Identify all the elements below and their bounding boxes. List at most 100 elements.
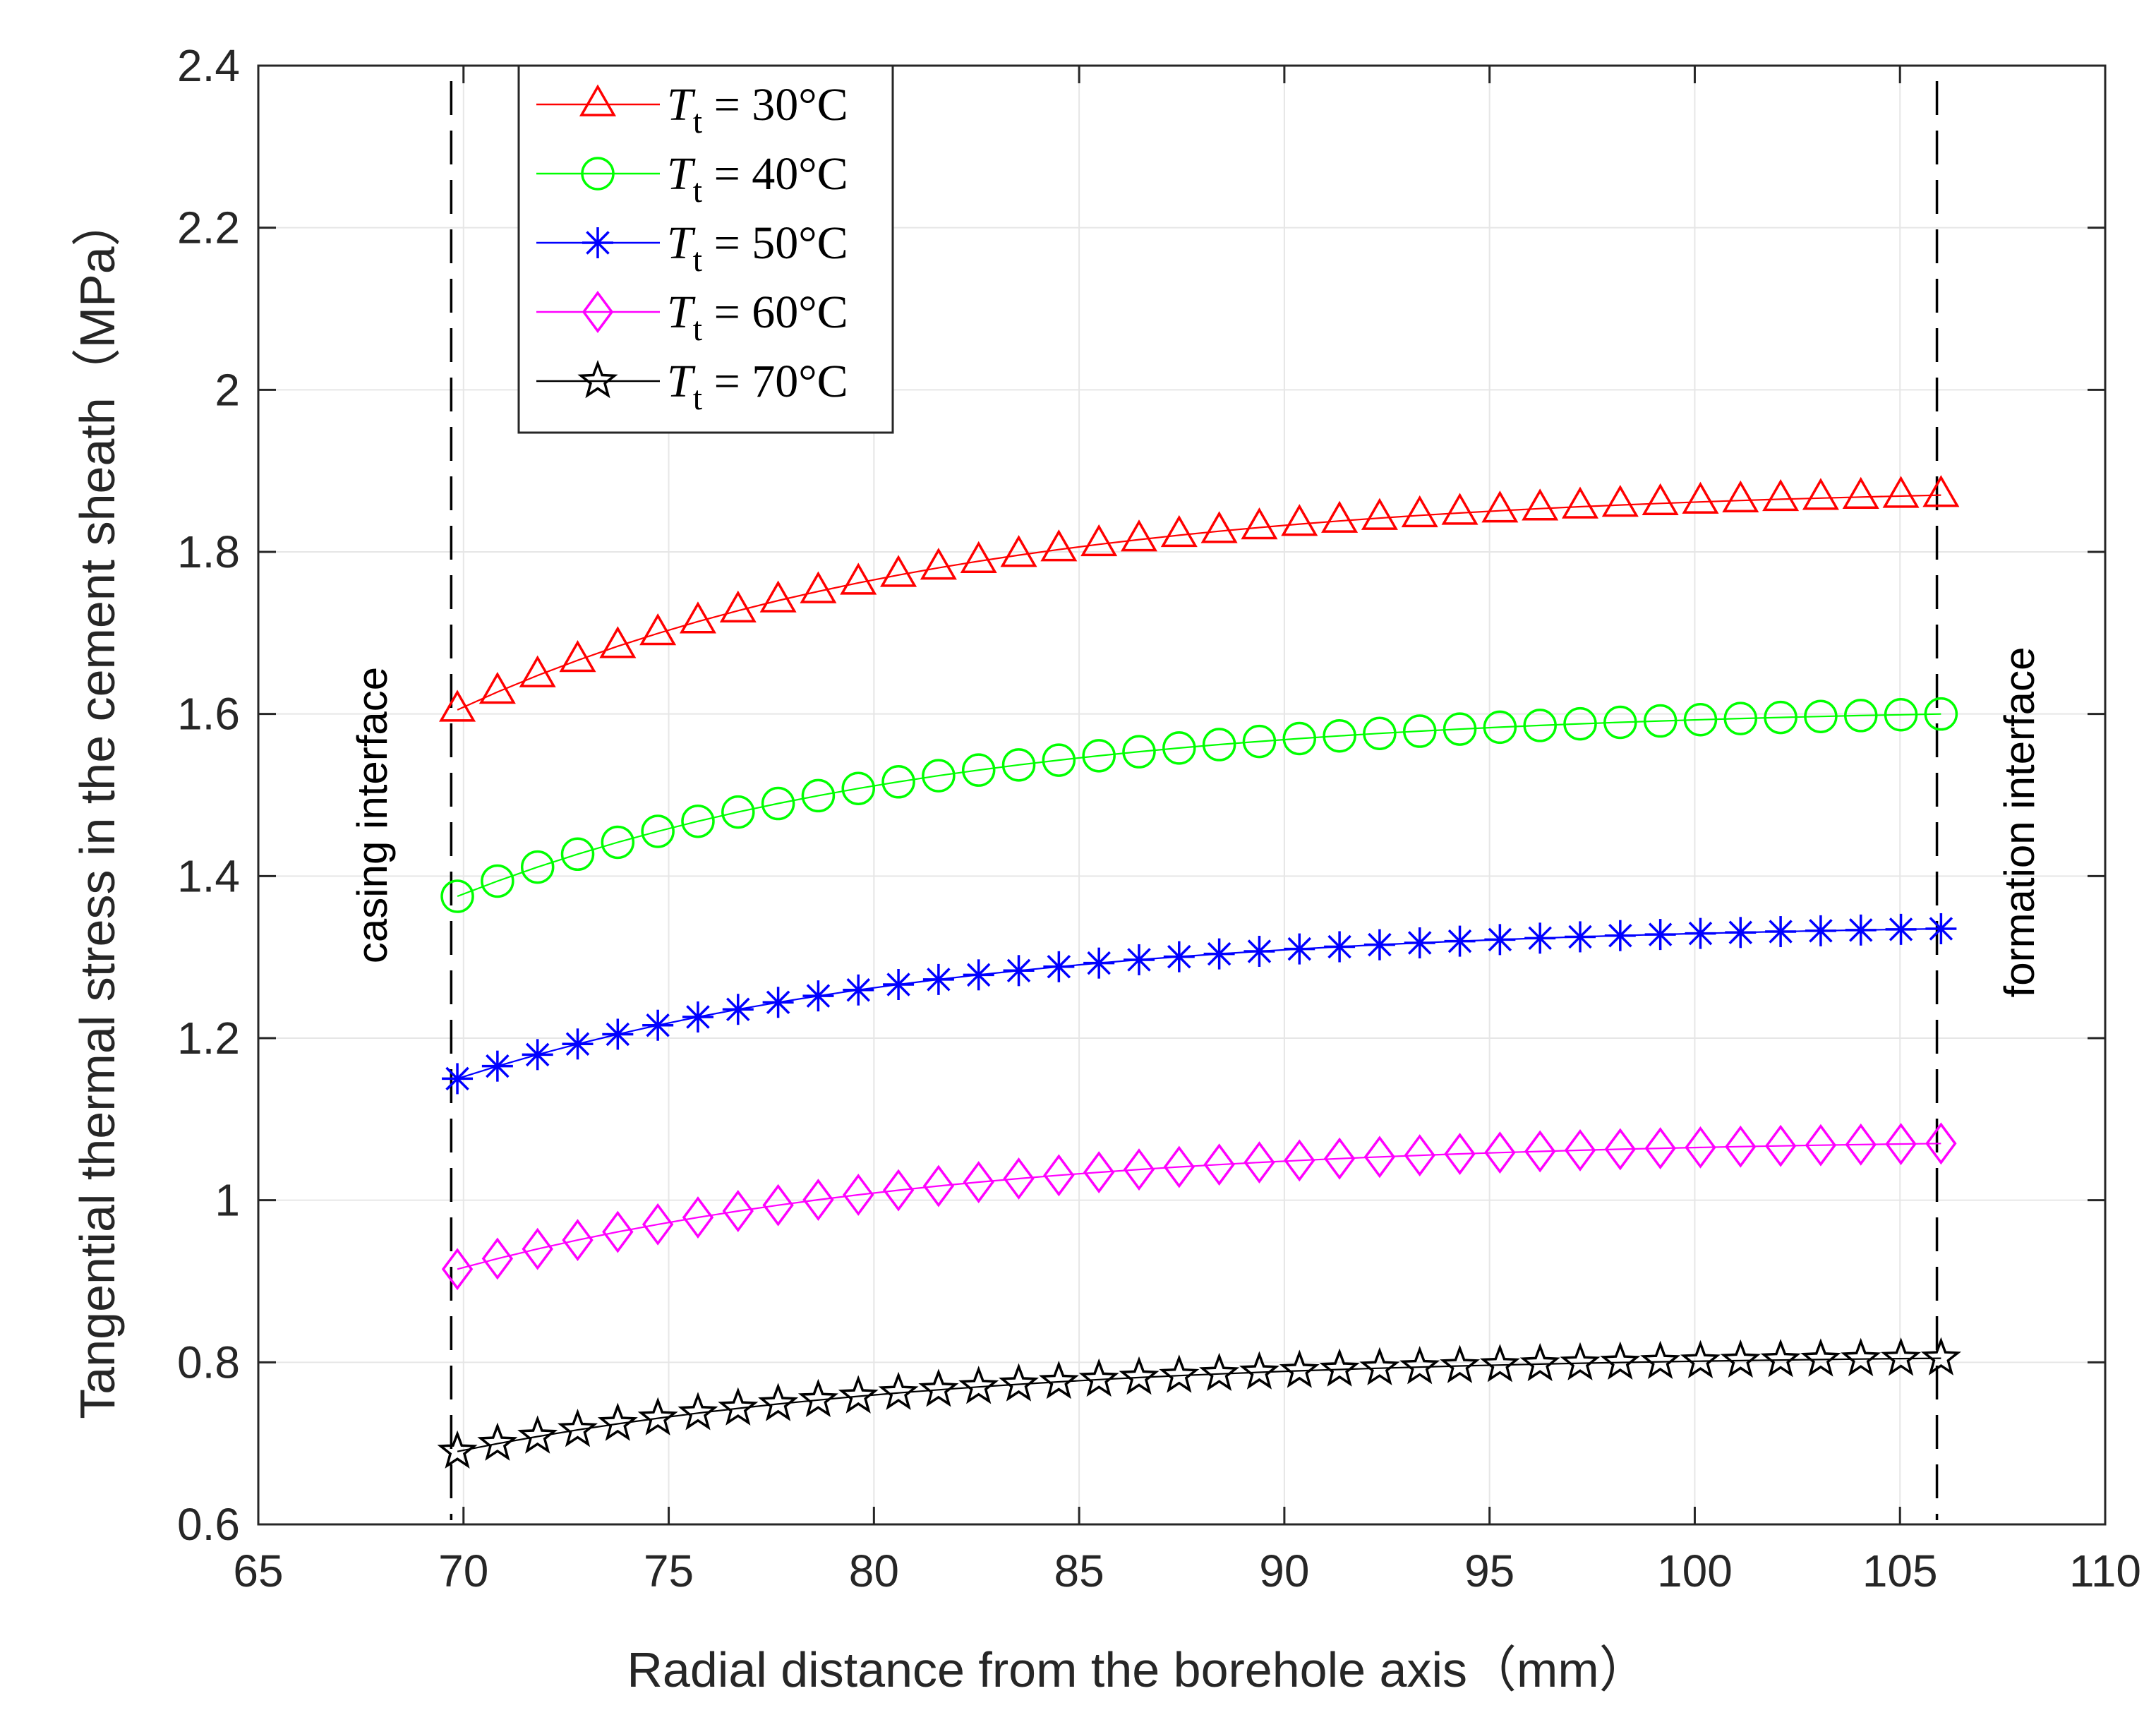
data-point: [1001, 748, 1036, 782]
data-point: [1560, 1342, 1601, 1380]
data-point: [557, 1409, 598, 1447]
data-point: [1200, 511, 1238, 543]
y-tick-label: 2.4: [177, 40, 240, 91]
data-point: [1404, 1134, 1435, 1177]
data-point: [439, 690, 476, 722]
data-point: [1802, 478, 1839, 510]
asterisk-stroke: [1769, 920, 1793, 944]
x-tick-label: 75: [644, 1546, 694, 1596]
data-point: [1404, 927, 1435, 959]
asterisk-stroke: [766, 990, 790, 1015]
asterisk-stroke: [846, 978, 870, 1002]
data-point: [1078, 1358, 1119, 1397]
data-point: [1683, 703, 1718, 737]
data-point: [1924, 697, 1958, 731]
data-point: [1682, 481, 1719, 514]
asterisk-stroke: [606, 1022, 630, 1047]
data-point: [1805, 1124, 1837, 1167]
asterisk-stroke: [1929, 917, 1953, 941]
data-point: [840, 562, 877, 595]
data-point: [1885, 913, 1917, 945]
asterisk-stroke: [806, 984, 831, 1008]
axes: 65 70 75 80 85 90 95 100 105 110 0.6 0.8 1 1.2 1.4 1.6 1…: [177, 40, 2141, 1596]
data-point: [440, 879, 474, 913]
data-point: [1163, 941, 1195, 973]
data-point: [1003, 1157, 1035, 1200]
data-point: [718, 1387, 759, 1426]
x-tick-label: 80: [849, 1546, 899, 1596]
asterisk-stroke: [927, 968, 951, 992]
data-point: [1561, 486, 1599, 519]
y-tick-label: 0.6: [177, 1499, 240, 1550]
asterisk-stroke: [1407, 931, 1432, 955]
data-point: [1043, 1154, 1075, 1197]
data-point: [1601, 485, 1639, 517]
legend-value: = 40°C: [702, 148, 848, 200]
legend-subscript: t: [693, 311, 703, 348]
data-point: [881, 765, 915, 799]
data-point: [719, 590, 757, 623]
axes-box: [257, 64, 2107, 1526]
data-point: [1199, 1352, 1240, 1392]
data-point: [602, 1018, 634, 1050]
data-point: [1603, 705, 1637, 740]
legend-symbol: T: [667, 217, 696, 269]
x-tick-label: 95: [1464, 1546, 1514, 1596]
data-point: [1842, 476, 1879, 510]
asterisk-stroke: [445, 1066, 469, 1091]
data-point: [958, 1366, 999, 1404]
data-point: [520, 850, 555, 884]
data-point: [682, 1196, 714, 1239]
x-tick-label: 70: [438, 1546, 488, 1596]
asterisk-stroke: [1087, 951, 1111, 975]
data-point: [963, 959, 994, 991]
data-point: [721, 795, 755, 829]
casing-interface-label: casing interface: [349, 667, 396, 963]
data-point: [1120, 519, 1158, 552]
data-point: [1043, 951, 1075, 982]
asterisk-stroke: [1127, 948, 1151, 972]
legend-label: Tt = 30°C: [667, 79, 848, 140]
x-axis-title: Radial distance from the borehole axis（m…: [627, 1642, 1648, 1697]
legend-symbol: T: [667, 148, 696, 200]
x-tick-label: 110: [2069, 1546, 2141, 1596]
data-point: [1321, 500, 1359, 533]
data-point: [1159, 1354, 1200, 1393]
legend-marker: [581, 157, 615, 191]
data-point: [918, 1368, 959, 1407]
data-point: [602, 1210, 634, 1253]
data-point: [1882, 476, 1920, 508]
data-point: [1243, 1141, 1275, 1184]
data-point: [801, 778, 836, 813]
data-point: [1203, 1143, 1235, 1186]
data-point: [1440, 1344, 1481, 1383]
series-3: [442, 913, 1957, 1095]
formation-interface-label: formation interface: [1996, 647, 2043, 998]
data-point: [1119, 1356, 1160, 1395]
data-point: [843, 1174, 874, 1216]
y-tick-label: 2: [215, 364, 240, 415]
data-point: [1845, 1123, 1877, 1166]
legend-label: Tt = 40°C: [667, 148, 848, 210]
data-point: [880, 555, 917, 587]
data-point: [1925, 1122, 1957, 1165]
data-point: [762, 987, 794, 1018]
data-point: [1284, 933, 1315, 965]
data-point: [1082, 739, 1116, 773]
data-point: [1279, 1349, 1320, 1388]
data-point: [1361, 498, 1398, 530]
data-point: [1242, 724, 1277, 759]
data-point: [682, 1001, 713, 1033]
data-point: [597, 1402, 638, 1441]
data-point: [882, 1169, 915, 1212]
data-point: [1644, 1127, 1676, 1170]
asterisk-stroke: [1047, 955, 1071, 979]
asterisk-stroke: [1167, 944, 1191, 969]
asterisk-stroke: [1608, 923, 1632, 948]
legend-entry-4: Tt = 60°C: [536, 287, 848, 348]
asterisk-stroke: [1809, 919, 1833, 943]
data-point: [1083, 1151, 1115, 1194]
data-point: [442, 1063, 474, 1095]
x-tick-label: 100: [1657, 1546, 1733, 1596]
